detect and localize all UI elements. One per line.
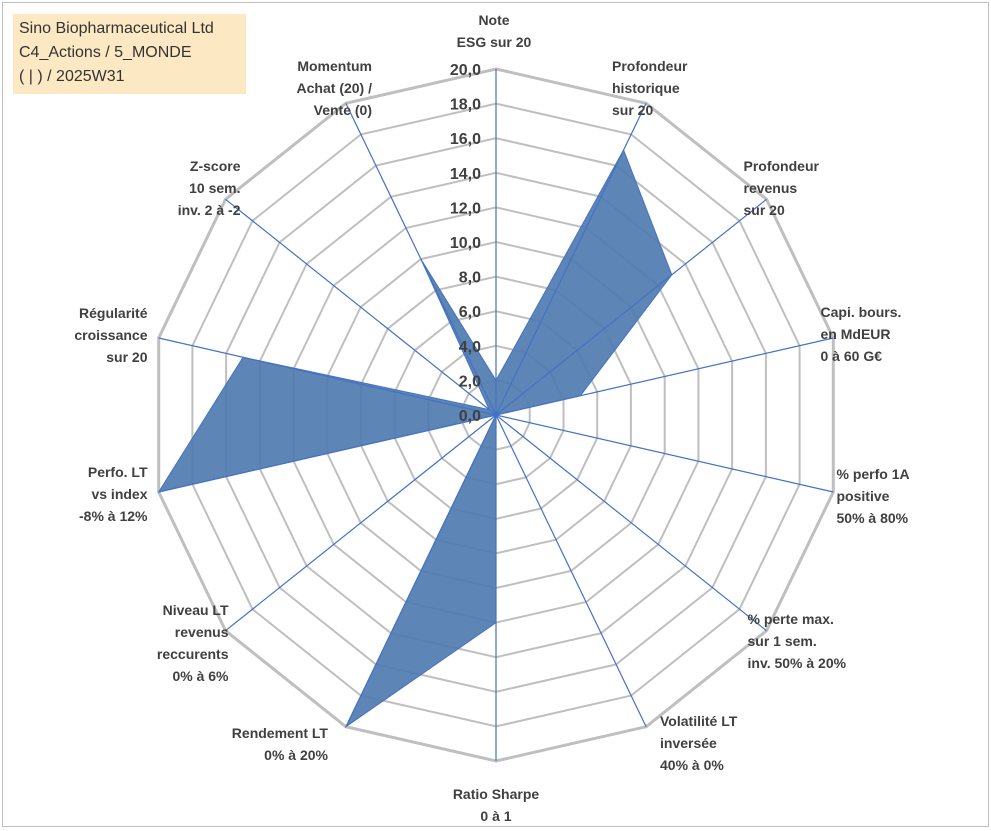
r-tick-label: 0,0 [459, 408, 481, 425]
r-tick-label: 10,0 [450, 235, 481, 252]
axis-spoke [495, 337, 834, 416]
axis-spoke [158, 337, 497, 416]
r-tick-label: 4,0 [459, 339, 481, 356]
category-label: Z-score 10 sem. inv. 2 à -2 [178, 158, 241, 218]
category-label: Profondeur historique sur 20 [612, 58, 688, 118]
r-tick-label: 20,0 [450, 62, 481, 79]
category-label: Perfo. LT vs index -8% à 12% [79, 464, 148, 524]
category-label: Rendement LT 0% à 20% [232, 725, 329, 763]
tick-layer: 0,0 2,0 4,0 6,0 8,0 10,0 12,0 14,0 16,0 18,0 20,0 [450, 62, 481, 425]
axis-spoke [495, 414, 767, 632]
r-tick-label: 14,0 [450, 166, 481, 183]
axis-layer [158, 69, 834, 761]
title-line-company: Sino Biopharmaceutical Ltd [19, 20, 214, 37]
category-label: Niveau LT revenus reccurents 0% à 6% [157, 602, 229, 684]
r-tick-label: 16,0 [450, 131, 481, 148]
category-label: Régularité croissance sur 20 [74, 305, 147, 365]
category-label: % perte max. sur 1 sem. inv. 50% à 20% [748, 611, 847, 671]
r-tick-label: 6,0 [459, 304, 481, 321]
axis-spoke [345, 103, 497, 416]
title-box: Sino Biopharmaceutical Ltd C4_Actions / … [13, 14, 246, 94]
label-layer: Note ESG sur 20 Profondeur historique sur 20… [74, 12, 909, 824]
axis-spoke [495, 414, 834, 493]
axis-spoke [225, 414, 497, 632]
category-label: Momentum Achat (20) / Vente (0) [297, 58, 373, 118]
axis-spoke [495, 103, 647, 416]
axis-spoke [158, 414, 497, 493]
title-line-category: C4_Actions / 5_MONDE [19, 44, 192, 61]
r-tick-label: 2,0 [459, 373, 481, 390]
r-tick-label: 18,0 [450, 97, 481, 114]
category-label: Ratio Sharpe 0 à 1 [453, 786, 540, 824]
category-label: Profondeur revenus sur 20 [744, 158, 820, 218]
category-label: Note ESG sur 20 [457, 12, 532, 50]
category-label: % perfo 1A positive 50% à 80% [837, 466, 910, 526]
axis-spoke [225, 198, 497, 416]
r-tick-label: 12,0 [450, 200, 481, 217]
radar-chart: 0,02,04,06,08,010,012,014,016,018,020,0 … [74, 12, 909, 824]
category-label: Volatilité LT inversée 40% à 0% [660, 713, 738, 773]
category-label: Capi. bours. en MdEUR 0 à 60 G€ [821, 304, 902, 364]
r-tick-label: 8,0 [459, 270, 481, 287]
title-line-period: ( | ) / 2025W31 [19, 68, 125, 85]
axis-spoke [495, 198, 767, 416]
axis-spoke [345, 414, 497, 727]
axis-spoke [495, 414, 647, 727]
